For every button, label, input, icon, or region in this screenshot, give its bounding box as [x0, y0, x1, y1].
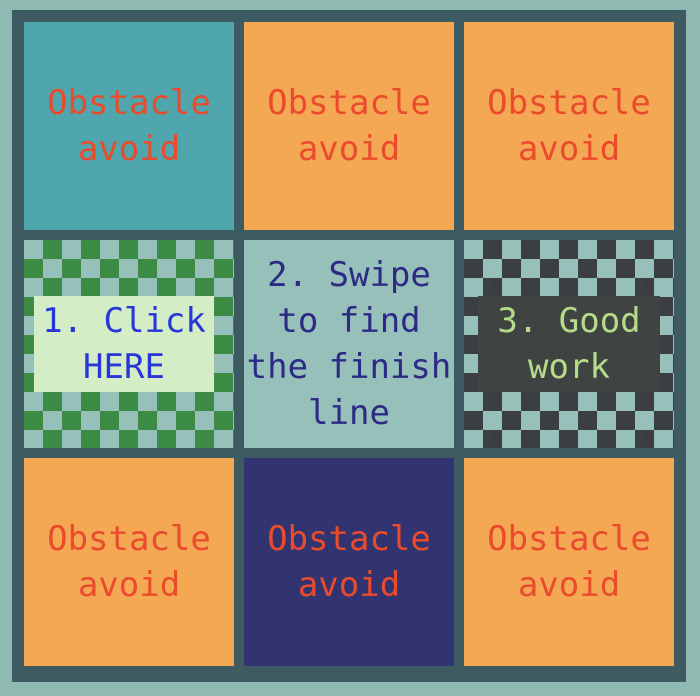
obstacle-label: Obstacle avoid	[267, 519, 431, 605]
obstacle-label: Obstacle avoid	[487, 519, 651, 605]
obstacle-label: Obstacle avoid	[47, 83, 211, 169]
obstacle-tile-bottom-right: Obstacle avoid	[464, 458, 674, 666]
obstacle-tile-bottom-left: Obstacle avoid	[24, 458, 234, 666]
obstacle-tile-bottom-center: Obstacle avoid	[244, 458, 454, 666]
finish-line-tile[interactable]: 3. Good work	[464, 240, 674, 448]
swipe-instruction: 2. Swipe to find the finish line	[246, 255, 452, 433]
good-work-label: 3. Good work	[497, 301, 641, 387]
obstacle-tile-top-left: Obstacle avoid	[24, 22, 234, 230]
obstacle-tile-top-right: Obstacle avoid	[464, 22, 674, 230]
obstacle-label: Obstacle avoid	[47, 519, 211, 605]
obstacle-label: Obstacle avoid	[267, 83, 431, 169]
finish-message-box: 3. Good work	[478, 296, 660, 392]
start-tile: 1. Click HERE	[24, 240, 234, 448]
obstacle-label: Obstacle avoid	[487, 83, 651, 169]
swipe-path-tile[interactable]: 2. Swipe to find the finish line	[244, 240, 454, 448]
game-board: Obstacle avoid Obstacle avoid Obstacle a…	[12, 10, 686, 682]
click-here-label: 1. Click HERE	[42, 301, 206, 387]
obstacle-tile-top-center: Obstacle avoid	[244, 22, 454, 230]
click-here-button[interactable]: 1. Click HERE	[34, 296, 214, 392]
